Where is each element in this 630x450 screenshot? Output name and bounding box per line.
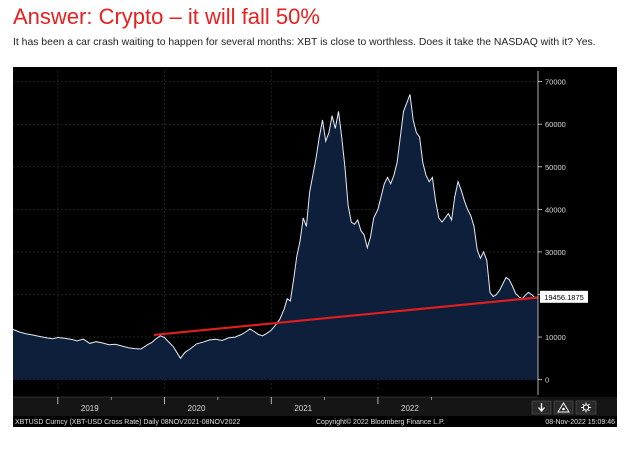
price-line <box>13 94 539 360</box>
y-tick-label: 30000 <box>545 248 566 257</box>
price-area <box>13 94 538 380</box>
price-chart: 010000200003000040000500006000070000 194… <box>13 67 617 427</box>
trendline <box>153 296 539 337</box>
x-tick-label: 2020 <box>188 404 206 413</box>
footer-timestamp-text: 08-Nov-2022 15:09:46 <box>545 419 615 426</box>
y-tick-label: 10000 <box>545 333 566 342</box>
y-tick-label: 60000 <box>545 120 566 129</box>
x-axis-bar <box>13 397 617 416</box>
chart-icons <box>531 400 597 415</box>
last-value-box <box>540 290 588 303</box>
chart-footer <box>13 416 617 427</box>
chart-settings-icon[interactable] <box>553 400 574 415</box>
y-tick-label: 70000 <box>545 78 566 87</box>
x-axis-ticks: 2019 2020 2021 2022 <box>13 396 538 413</box>
x-tick-label: 2022 <box>401 404 419 413</box>
last-value-text: 19456.1875 <box>544 293 584 302</box>
y-tick-label: 50000 <box>545 163 566 172</box>
page-title: Answer: Crypto – it will fall 50% <box>13 4 320 29</box>
download-icon[interactable] <box>531 400 552 415</box>
last-value-label: 19456.1875 <box>540 290 588 303</box>
page-subtitle: It has been a car crash waiting to happe… <box>13 37 596 48</box>
footer-security-text: XBTUSD Curncy (XBT-USD Cross Rate) Daily… <box>15 419 240 426</box>
chart-tools-icon[interactable] <box>575 400 597 415</box>
y-tick-label: 40000 <box>545 205 566 214</box>
x-tick-label: 2019 <box>81 404 99 413</box>
footer-copyright-text: Copyright© 2022 Bloomberg Finance L.P. <box>316 418 445 426</box>
x-tick-label: 2021 <box>294 404 312 413</box>
y-tick-label: 0 <box>545 376 549 385</box>
